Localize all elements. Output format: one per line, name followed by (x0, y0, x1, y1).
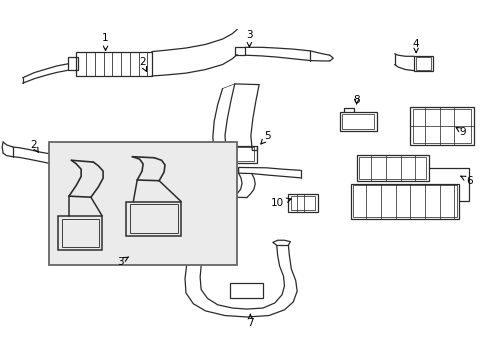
Text: 3: 3 (117, 257, 128, 267)
Bar (415, 57, 430, 69)
Text: 1: 1 (102, 33, 109, 50)
Bar (229, 283, 263, 298)
Bar (224, 147, 254, 161)
Bar (49, 141, 237, 265)
Bar (412, 109, 470, 143)
Text: 3: 3 (245, 30, 252, 47)
Text: 10: 10 (270, 198, 290, 208)
Bar (350, 184, 458, 219)
Text: 2: 2 (30, 140, 39, 153)
Bar (76, 51, 152, 76)
Bar (234, 46, 245, 55)
Bar (290, 196, 315, 211)
Bar (130, 204, 177, 233)
Bar (222, 145, 256, 163)
Bar (413, 56, 432, 71)
Bar (358, 157, 426, 179)
Bar (126, 202, 181, 235)
Text: 9: 9 (455, 127, 466, 136)
Bar (409, 107, 473, 145)
Bar (58, 216, 102, 250)
Text: 2: 2 (139, 57, 146, 71)
Bar (288, 194, 317, 212)
Bar (341, 114, 373, 129)
Bar (352, 185, 456, 217)
Text: 5: 5 (261, 131, 271, 144)
Text: 7: 7 (246, 314, 253, 328)
Bar (61, 219, 99, 247)
Text: 4: 4 (412, 39, 419, 53)
Bar (339, 112, 376, 131)
Text: 6: 6 (460, 176, 472, 186)
Bar (68, 57, 78, 70)
Text: 8: 8 (353, 95, 359, 105)
Bar (356, 155, 428, 181)
